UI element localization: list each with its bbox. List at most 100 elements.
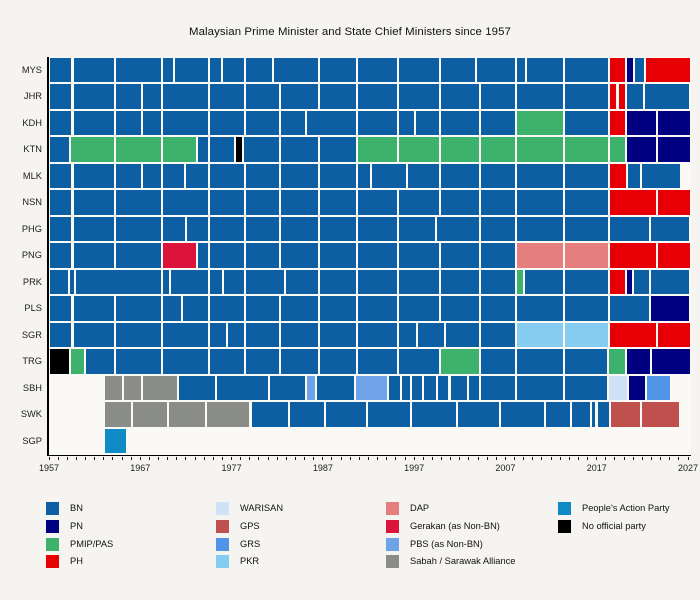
timeline-segment-kdh-bn — [358, 110, 398, 136]
timeline-segment-ktn-pas — [564, 137, 609, 162]
row-label-prk: PRK — [22, 276, 42, 287]
row-label-nsn: NSN — [22, 197, 42, 208]
timeline-segment-prk-bn — [224, 269, 244, 295]
timeline-segment-sgr-bn — [280, 322, 318, 348]
timeline-segment-phg-bn — [210, 216, 244, 242]
legend-label-dap: DAP — [410, 503, 430, 513]
x-axis-tick-1979 — [249, 456, 251, 460]
timeline-segment-mlk-bn — [358, 163, 370, 189]
timeline-segment-swk-bn — [571, 402, 590, 427]
x-axis-tick-2013 — [559, 456, 561, 460]
timeline-segment-png-bn — [116, 243, 161, 268]
x-axis-tick-1976 — [221, 456, 223, 460]
chart-title: Malaysian Prime Minister and State Chief… — [188, 26, 511, 38]
timeline-segment-pls-bn — [210, 296, 244, 321]
legend-swatch-gerakan — [386, 519, 399, 533]
timeline-segment-jhr-ph — [618, 84, 625, 109]
timeline-segment-phg-bn — [49, 216, 72, 242]
x-axis-tick-label-1967: 1967 — [130, 462, 151, 473]
x-axis-tick-2005 — [486, 456, 488, 460]
timeline-segment-jhr-bn — [162, 84, 209, 109]
timeline-segment-prk-bn — [69, 269, 75, 295]
legend-label-warisan: WARISAN — [240, 503, 284, 513]
x-axis-tick-2020 — [623, 456, 625, 460]
timeline-segment-sbh-bn — [269, 375, 306, 401]
timeline-segment-phg-bn — [246, 216, 279, 242]
timeline-segment-nsn-bn — [49, 190, 72, 215]
x-axis-tick-2007 — [504, 456, 506, 460]
x-axis-tick-1963 — [103, 456, 105, 460]
timeline-segment-sbh-bn — [412, 375, 422, 401]
x-axis-tick-2019 — [614, 456, 616, 460]
timeline-segment-mys-bn — [477, 57, 516, 83]
timeline-segment-kdh-bn — [210, 110, 244, 136]
timeline-segment-trg-pn — [626, 349, 651, 374]
x-axis-tick-2021 — [632, 456, 634, 460]
timeline-segment-pls-bn — [116, 296, 161, 321]
x-axis-tick-1998 — [422, 456, 424, 460]
timeline-segment-jhr-bn — [358, 84, 398, 109]
x-axis-tick-1991 — [358, 456, 360, 460]
timeline-segment-pls-bn — [280, 296, 318, 321]
legend-label-pas: PMIP/PAS — [70, 538, 114, 549]
timeline-segment-sbh-alliance — [123, 375, 141, 401]
x-axis-tick-1999 — [431, 456, 433, 460]
timeline-segment-swk-bn — [500, 402, 545, 427]
timeline-segment-phg-bn — [480, 216, 516, 242]
timeline-segment-mys-bn — [320, 57, 357, 83]
timeline-segment-mlk-bn — [185, 163, 209, 189]
x-axis-tick-1973 — [194, 456, 196, 460]
timeline-segment-ktn-pn — [626, 137, 656, 162]
timeline-segment-sgr-bn — [480, 322, 516, 348]
timeline-segment-mys-bn — [564, 57, 609, 83]
x-axis-tick-1984 — [294, 456, 296, 460]
timeline-segment-nsn-bn — [73, 190, 115, 215]
timeline-segment-pls-bn — [162, 296, 181, 321]
timeline-segment-nsn-bn — [162, 190, 209, 215]
timeline-segment-mys-bn — [223, 57, 244, 83]
x-axis-tick-2026 — [678, 456, 680, 460]
timeline-segment-swk-alliance — [132, 402, 168, 427]
legend-label-pap: People's Action Party — [582, 503, 670, 513]
timeline-segment-nsn-bn — [210, 190, 244, 215]
timeline-segment-kdh-bn — [280, 110, 306, 136]
timeline-segment-sbh-pbs — [307, 375, 316, 401]
x-axis-tick-1960 — [75, 456, 77, 460]
timeline-segment-prk-bn — [525, 269, 563, 295]
timeline-segment-prk-bn — [76, 269, 161, 295]
legend-label-gerakan: Gerakan (as Non-BN) — [410, 520, 500, 531]
timeline-segment-kdh-bn — [415, 110, 440, 136]
timeline-segment-phg-bn — [610, 216, 650, 242]
timeline-segment-trg-pas — [441, 349, 479, 374]
timeline-segment-phg-bn — [280, 216, 318, 242]
timeline-segment-sbh-pbs — [355, 375, 388, 401]
timeline-segment-sgr-ph — [657, 322, 691, 348]
timeline-segment-mys-bn — [174, 57, 209, 83]
timeline-segment-sbh-bn — [517, 375, 563, 401]
timeline-segment-jhr-bn — [626, 84, 643, 109]
legend-swatch-ph — [46, 555, 59, 569]
timeline-segment-pls-pn — [651, 296, 689, 321]
x-axis-tick-2004 — [477, 456, 479, 460]
x-axis-tick-2023 — [650, 456, 652, 460]
x-axis-spine — [47, 455, 691, 457]
timeline-segment-nsn-bn — [441, 190, 479, 215]
x-axis-tick-label-2017: 2017 — [586, 462, 607, 473]
timeline-segment-jhr-bn — [644, 84, 689, 109]
x-axis-tick-2002 — [459, 456, 461, 460]
x-axis-tick-1986 — [313, 456, 315, 460]
timeline-segment-prk-pn — [626, 269, 632, 295]
x-axis-tick-2010 — [532, 456, 534, 460]
timeline-segment-sbh-alliance — [142, 375, 178, 401]
x-axis-tick-2008 — [514, 456, 516, 460]
timeline-segment-mlk-bn — [517, 163, 563, 189]
timeline-segment-mys-bn — [527, 57, 563, 83]
x-axis-tick-1978 — [240, 456, 242, 460]
timeline-segment-prk-bn — [49, 269, 68, 295]
timeline-segment-mlk-bn — [116, 163, 141, 189]
x-axis-tick-1993 — [377, 456, 379, 460]
timeline-segment-sbh-bn — [437, 375, 449, 401]
timeline-segment-nsn-bn — [246, 190, 279, 215]
x-axis-tick-2016 — [587, 456, 589, 460]
row-label-pls: PLS — [24, 303, 42, 314]
